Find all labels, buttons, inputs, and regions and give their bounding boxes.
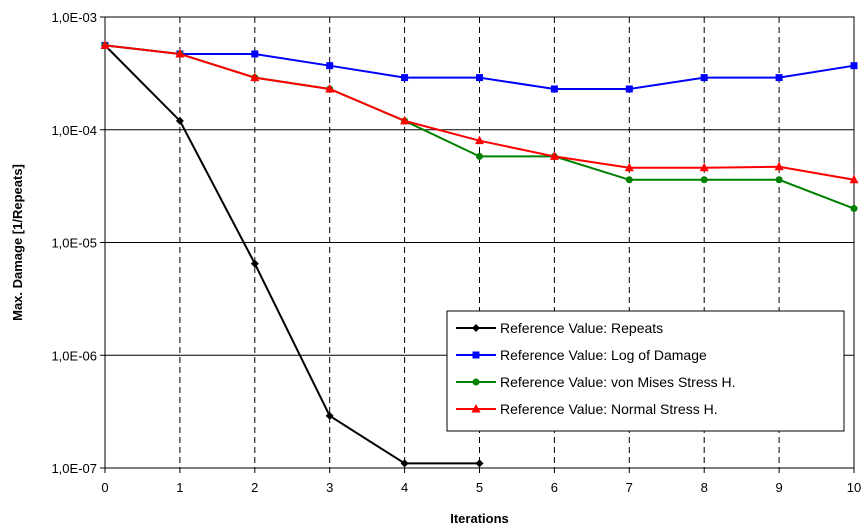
data-point xyxy=(175,116,184,125)
data-point xyxy=(250,259,259,268)
x-tick-label: 3 xyxy=(326,480,333,495)
legend-item: Reference Value: Normal Stress H. xyxy=(456,401,718,417)
data-point xyxy=(400,459,409,468)
legend-label: Reference Value: Repeats xyxy=(500,320,663,336)
legend-box xyxy=(446,310,845,432)
legend-marker xyxy=(471,404,481,413)
data-point xyxy=(775,74,783,82)
data-point xyxy=(476,74,483,82)
y-tick-label: 1,0E-05 xyxy=(51,236,97,251)
x-tick-label: 5 xyxy=(476,480,483,495)
data-point xyxy=(475,135,484,145)
data-point xyxy=(251,50,259,58)
data-point xyxy=(401,74,409,82)
legend-marker xyxy=(472,351,480,359)
data-point xyxy=(325,411,334,420)
legend: Reference Value: Repeats Reference Value:… xyxy=(446,310,845,432)
data-point xyxy=(250,72,260,82)
legend-label: Reference Value: von Mises Stress H. xyxy=(500,374,736,390)
series-2 xyxy=(101,41,858,93)
legend-item: Reference Value: von Mises Stress H. xyxy=(456,374,736,390)
y-tick-label: 1,0E-06 xyxy=(51,348,97,363)
data-point xyxy=(325,83,335,93)
series-line xyxy=(104,44,480,465)
data-point xyxy=(326,62,334,70)
legend-marker xyxy=(472,378,480,386)
x-axis-title: Iterations xyxy=(450,511,509,526)
series-1 xyxy=(101,41,484,468)
data-point xyxy=(400,115,410,125)
x-tick-label: 2 xyxy=(251,480,258,495)
x-tick-label: 8 xyxy=(701,480,708,495)
data-point xyxy=(475,459,484,468)
data-point xyxy=(850,205,858,213)
data-point xyxy=(850,62,858,70)
series-4 xyxy=(100,40,859,184)
x-tick-label: 0 xyxy=(101,480,108,495)
data-point xyxy=(625,85,633,93)
data-point xyxy=(624,162,634,172)
data-point xyxy=(700,176,708,184)
x-tick-label: 1 xyxy=(176,480,183,495)
data-point xyxy=(100,40,110,49)
data-point xyxy=(849,174,859,184)
legend-label: Reference Value: Normal Stress H. xyxy=(500,401,718,417)
legend-marker xyxy=(472,324,480,332)
x-tick-label: 10 xyxy=(847,480,861,495)
y-axis-title: Max. Damage [1/Repeats] xyxy=(10,164,25,321)
data-point xyxy=(476,152,483,160)
legend-item: Reference Value: Repeats xyxy=(456,320,663,336)
data-point xyxy=(699,162,709,172)
x-tick-label: 4 xyxy=(401,480,408,495)
y-tick-label: 1,0E-07 xyxy=(51,461,97,476)
data-point xyxy=(549,151,559,160)
legend-item: Reference Value: Log of Damage xyxy=(456,347,707,363)
data-point xyxy=(774,161,784,171)
y-tick-label: 1,0E-03 xyxy=(51,10,97,25)
series-lines xyxy=(100,40,859,468)
x-axis-ticks: 0 1 2 3 4 5 6 7 8 9 10 xyxy=(101,468,861,495)
data-point xyxy=(775,176,783,184)
legend-label: Reference Value: Log of Damage xyxy=(500,347,707,363)
data-point xyxy=(700,74,708,82)
x-tick-label: 6 xyxy=(551,480,558,495)
data-point xyxy=(550,85,558,93)
x-tick-label: 7 xyxy=(626,480,633,495)
data-point xyxy=(625,176,633,184)
data-point xyxy=(175,48,185,58)
y-axis-ticks: 1,0E-07 1,0E-06 1,0E-05 1,0E-04 1,0E-03 xyxy=(51,10,105,476)
x-tick-label: 9 xyxy=(775,480,782,495)
y-tick-label: 1,0E-04 xyxy=(51,123,97,138)
